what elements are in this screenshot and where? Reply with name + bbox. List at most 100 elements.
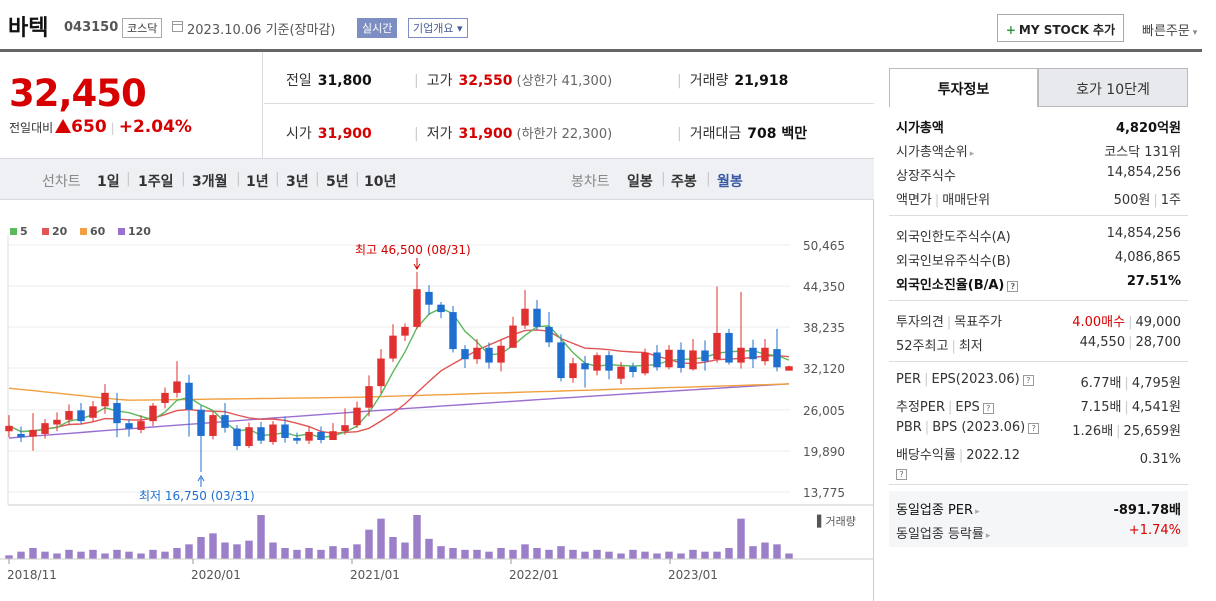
volume-bar (509, 549, 517, 559)
tab-daily[interactable]: 일봉 (627, 174, 653, 190)
candle-body (233, 428, 241, 447)
candle-body (725, 332, 733, 363)
help-icon[interactable]: ? (1028, 423, 1040, 434)
x-tick-label: 2021/01 (350, 568, 400, 582)
volume-bar (449, 548, 457, 559)
foreign-ownership-section: 외국인한도주식수(A) 14,854,256 외국인보유주식수(B) 4,086,8… (889, 222, 1188, 301)
volume-bar (41, 551, 49, 559)
volume-bar (293, 549, 301, 559)
volume-bar (305, 548, 313, 559)
candle-body (545, 326, 553, 343)
tab-3y[interactable]: 3년 (286, 174, 309, 190)
tab-10y[interactable]: 10년 (364, 174, 397, 190)
volume-bar (425, 538, 433, 559)
volume-bar (437, 546, 445, 559)
candle-body (485, 347, 493, 363)
period-tabs: 선차트 1일 | 1주일 | 3개월 | 1년 | 3년 | 5년 | 10년 … (0, 158, 874, 200)
market-cap-rank-link[interactable]: 시가총액순위 ▸ (896, 145, 975, 160)
tab-3m[interactable]: 3개월 (192, 174, 228, 190)
volume-bar (329, 546, 337, 559)
company-overview-dropdown[interactable]: 기업개요 ▾ (408, 18, 468, 38)
chevron-down-icon: ▾ (1189, 28, 1198, 38)
candle-body (509, 325, 517, 348)
candle-body (677, 349, 685, 368)
min-arrow-head (197, 475, 205, 482)
tab-1d[interactable]: 1일 (97, 174, 120, 190)
volume-bar (269, 542, 277, 559)
candle-body (773, 349, 781, 368)
candle-body (701, 350, 709, 362)
volume-bar (701, 551, 709, 559)
quick-order-button[interactable]: 빠른주문 ▾ (1142, 24, 1198, 39)
volume-bar (377, 518, 385, 559)
date-label: 2023.10.06 기준(장마감) (187, 23, 336, 38)
help-icon[interactable]: ? (982, 403, 994, 414)
volume-bar (677, 553, 685, 559)
header-divider (0, 49, 1202, 52)
volume-bar (233, 544, 241, 559)
volume-bar (485, 551, 493, 559)
volume-bar (665, 551, 673, 559)
candle-body (617, 366, 625, 379)
volume-bar (365, 529, 373, 559)
chevron-right-icon: ▸ (969, 149, 975, 159)
candle-body (389, 335, 397, 359)
candle-chart-label: 봉차트 (571, 174, 610, 190)
low-price: | 저가 31,900 (하한가 22,300) (414, 126, 613, 142)
candle-body (365, 386, 373, 408)
volume-bar (629, 549, 637, 559)
calendar-icon (172, 21, 183, 32)
volume-bar (65, 549, 73, 559)
tab-monthly[interactable]: 월봉 (717, 174, 743, 190)
tab-1w[interactable]: 1주일 (138, 174, 174, 190)
ma60-line (8, 383, 790, 401)
candle-body (197, 409, 205, 436)
min-annotation: 최저 16,750 (03/31) (139, 489, 255, 503)
legend-swatch (10, 228, 17, 235)
candle-body (317, 431, 325, 440)
candle-body (377, 358, 385, 387)
tab-weekly[interactable]: 주봉 (671, 174, 697, 190)
tab-5y[interactable]: 5년 (326, 174, 349, 190)
realtime-button[interactable]: 실시간 (357, 18, 398, 38)
price-chart[interactable]: 5 20 60 120 50,465 44,350 38,235 32,120 26,005 19… (0, 200, 874, 601)
candle-body (581, 363, 589, 370)
legend-label: 5 (20, 225, 28, 238)
help-icon[interactable]: ? (1022, 375, 1034, 386)
tab-investment-info[interactable]: 투자정보 (889, 68, 1038, 107)
volume-bar (749, 546, 757, 559)
volume-bar (725, 548, 733, 559)
market-cap-value: 4,820억원 (1115, 121, 1181, 136)
legend-swatch (80, 228, 87, 235)
candle-body (605, 355, 613, 371)
candle-body (449, 312, 457, 350)
candle-body (521, 308, 529, 326)
ma20-line (8, 329, 790, 435)
help-icon[interactable]: ? (896, 469, 907, 480)
candle-body (557, 342, 565, 379)
help-icon[interactable]: ? (1007, 281, 1019, 292)
y-tick-label: 50,465 (803, 239, 845, 253)
candle-body (281, 424, 289, 438)
line-chart-label: 선차트 (42, 174, 81, 190)
volume-bar (77, 551, 85, 559)
legend-label: 60 (90, 225, 106, 238)
opinion-section: 투자의견 | 목표주가 4.00매수 | 49,000 52주최고 | 최저 44,550 | 28… (889, 307, 1188, 362)
x-tick-label: 2023/01 (668, 568, 718, 582)
candle-body (269, 424, 277, 443)
volume-bar (353, 544, 361, 559)
plus-icon: + (1005, 23, 1016, 37)
candle-body (473, 347, 481, 360)
candle-body (113, 402, 121, 424)
candle-body (89, 406, 97, 418)
my-stock-add-button[interactable]: + MY STOCK 추가 (997, 14, 1124, 42)
tab-orderbook[interactable]: 호가 10단계 (1038, 68, 1188, 107)
legend-label: 120 (128, 225, 151, 238)
candle-body (713, 332, 721, 360)
volume: | 거래량 21,918 (677, 73, 789, 89)
volume-bar (557, 546, 565, 559)
candle-body (785, 366, 793, 371)
candle-body (185, 382, 193, 410)
tab-1y[interactable]: 1년 (246, 174, 269, 190)
max-annotation: 최고 46,500 (08/31) (355, 243, 471, 257)
